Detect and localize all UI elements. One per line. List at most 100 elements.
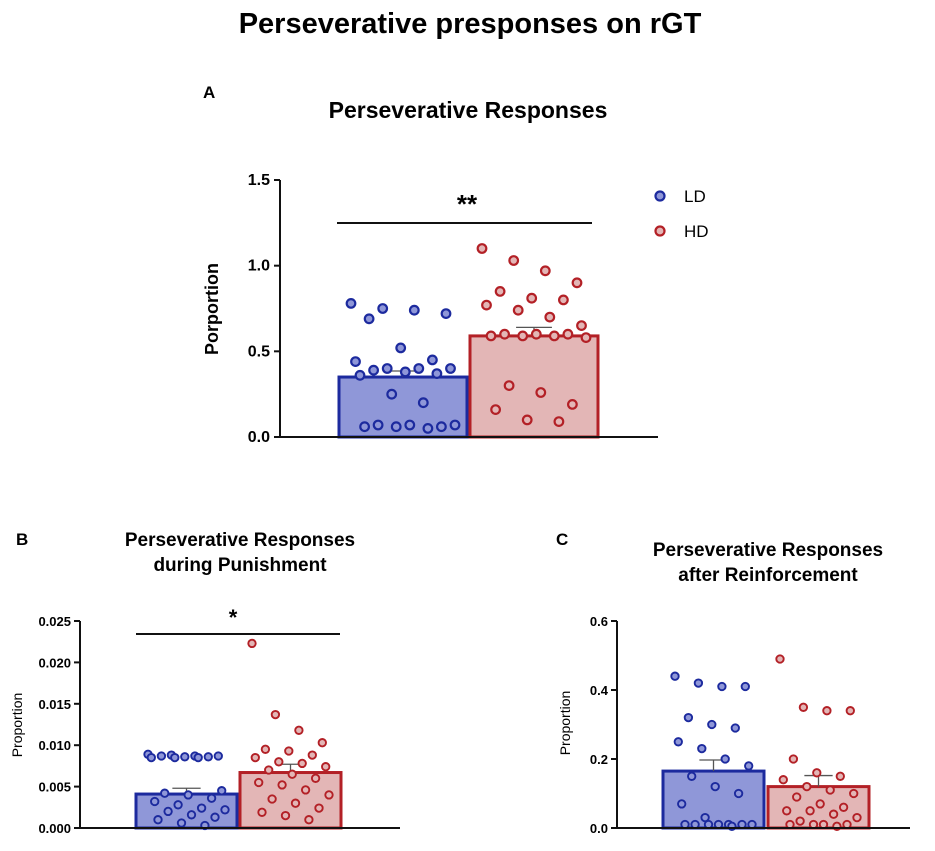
panel-c-point-ld <box>740 681 750 692</box>
panel-c-point-ld <box>670 671 680 681</box>
panel-a-letter: A <box>203 83 215 102</box>
panel-b-point-ld <box>150 796 160 807</box>
panel-b-point-hd <box>267 794 277 804</box>
panel-a-point-hd <box>535 387 547 398</box>
panel-c-point-ld <box>697 743 707 754</box>
panel-c-point-hd <box>775 654 785 664</box>
panel-b-point-hd <box>277 780 287 790</box>
panel-a-point-hd <box>539 265 551 277</box>
panel-b-ytick-label: 0.020 <box>38 655 71 670</box>
panel-a-point-ld <box>395 342 407 354</box>
panel-b-ytick-label: 0.025 <box>38 614 71 629</box>
panel-a-bar-hd <box>468 334 600 439</box>
panel-a-point-ld <box>427 354 438 366</box>
panel-c-point-hd <box>802 781 812 792</box>
panel-b-letter: B <box>16 530 28 549</box>
panel-a-point-ld <box>449 419 461 431</box>
panel-a-point-hd <box>499 328 511 340</box>
panel-c-point-ld <box>717 681 727 692</box>
panel-a-point-ld <box>359 421 371 433</box>
panel-b-point-hd <box>304 815 314 825</box>
panel-c-point-hd <box>792 792 802 802</box>
panel-a-ytick-label: 1.0 <box>248 258 270 275</box>
panel-c-point-ld <box>710 781 720 792</box>
panel-b-point-hd <box>264 765 274 775</box>
panel-b-title-line2: during Punishment <box>153 555 327 576</box>
panel-c-point-ld <box>700 812 710 823</box>
panel-b-ytick-label: 0.010 <box>38 738 71 753</box>
panel-c-point-ld <box>673 737 683 747</box>
panel-c-point-hd <box>835 771 845 781</box>
panel-b-point-hd <box>297 758 307 769</box>
panel-c-ytick-label: 0.4 <box>590 683 609 698</box>
panel-a-point-hd <box>530 328 542 340</box>
panel-a-point-ld <box>381 363 393 374</box>
panel-b-point-hd <box>284 746 294 756</box>
panel-a-point-ld <box>368 364 380 376</box>
panel-b-point-ld <box>163 806 173 817</box>
panel-c-point-hd <box>822 706 832 716</box>
panel-b-significance: * <box>229 605 238 630</box>
panel-b-point-ld <box>196 803 207 813</box>
panel-a-significance: ** <box>457 189 478 219</box>
panel-a-title: Perseverative Responses <box>329 97 608 123</box>
panel-a-point-hd <box>503 380 515 392</box>
panel-a-point-ld <box>390 421 402 433</box>
panel-b-ytick-label: 0.015 <box>38 697 71 712</box>
panel-a-point-ld <box>445 363 456 374</box>
plot-layer: 0.0 0.5 1.0 1.5 0.000 0.005 0.010 0.015 0.020 0.0… <box>38 172 910 836</box>
panel-c-point-ld <box>677 799 687 809</box>
figure-title: Perseverative presponses on rGT <box>239 8 702 40</box>
panel-b-point-ld <box>176 818 187 828</box>
panel-a-point-ld <box>413 363 425 374</box>
panel-a-point-ld <box>345 298 357 309</box>
panel-a-point-hd <box>490 404 502 416</box>
panel-a-point-hd <box>567 399 578 410</box>
panel-c-point-hd <box>812 768 822 778</box>
panel-a-point-ld <box>431 368 443 380</box>
panel-a-point-ld <box>436 421 447 433</box>
panel-b-title-line1: Perseverative Responses <box>125 530 355 551</box>
panel-b-point-hd <box>307 750 317 760</box>
panel-c-point-ld <box>730 723 740 733</box>
panel-c-ytick-label: 0.2 <box>590 752 608 767</box>
panel-a-point-hd <box>558 294 569 306</box>
panel-b-point-ld <box>203 752 213 762</box>
panel-c-point-hd <box>815 799 825 809</box>
panel-a-ytick-label: 0.0 <box>248 429 270 446</box>
panel-c-point-hd <box>849 788 859 799</box>
panel-b-ylabel: Proportion <box>9 693 25 758</box>
panel-b-point-ld <box>160 788 170 798</box>
panel-c-point-ld <box>744 761 754 771</box>
panel-a-point-hd <box>553 416 565 428</box>
panel-c-point-hd <box>798 702 809 712</box>
panel-b-point-ld <box>206 793 217 803</box>
panel-c-point-ld <box>693 678 704 688</box>
panel-a-bar-ld <box>337 375 469 439</box>
panel-a-point-ld <box>404 419 416 431</box>
panel-b-point-hd <box>324 790 334 800</box>
panel-c-point-hd <box>852 812 862 823</box>
panel-b-ytick-label: 0.000 <box>38 821 71 836</box>
panel-a-point-hd <box>562 328 574 340</box>
panel-a-point-ld <box>440 308 452 320</box>
legend-hd-label: HD <box>684 222 709 241</box>
legend-hd-marker <box>654 225 666 237</box>
panel-b-point-ld <box>210 812 220 822</box>
panel-c-point-hd <box>795 816 805 826</box>
panel-c-title-line2: after Reinforcement <box>678 565 858 586</box>
panel-b-point-ld <box>220 805 230 815</box>
panel-c-point-hd <box>782 806 792 816</box>
panel-c-point-hd <box>778 775 788 785</box>
panel-c-title-line1: Perseverative Responses <box>653 540 883 561</box>
panel-b-point-hd <box>257 807 267 817</box>
panel-b-point-ld <box>153 815 163 825</box>
panel-b-point-hd <box>260 744 271 754</box>
panel-a-point-ld <box>354 369 366 381</box>
panel-c-ylabel: Proportion <box>557 691 573 756</box>
panel-b-point-ld <box>217 786 227 796</box>
panel-a-ylabel: Porportion <box>202 263 222 355</box>
panel-b-point-hd <box>270 709 281 720</box>
panel-b-point-ld <box>173 800 183 810</box>
